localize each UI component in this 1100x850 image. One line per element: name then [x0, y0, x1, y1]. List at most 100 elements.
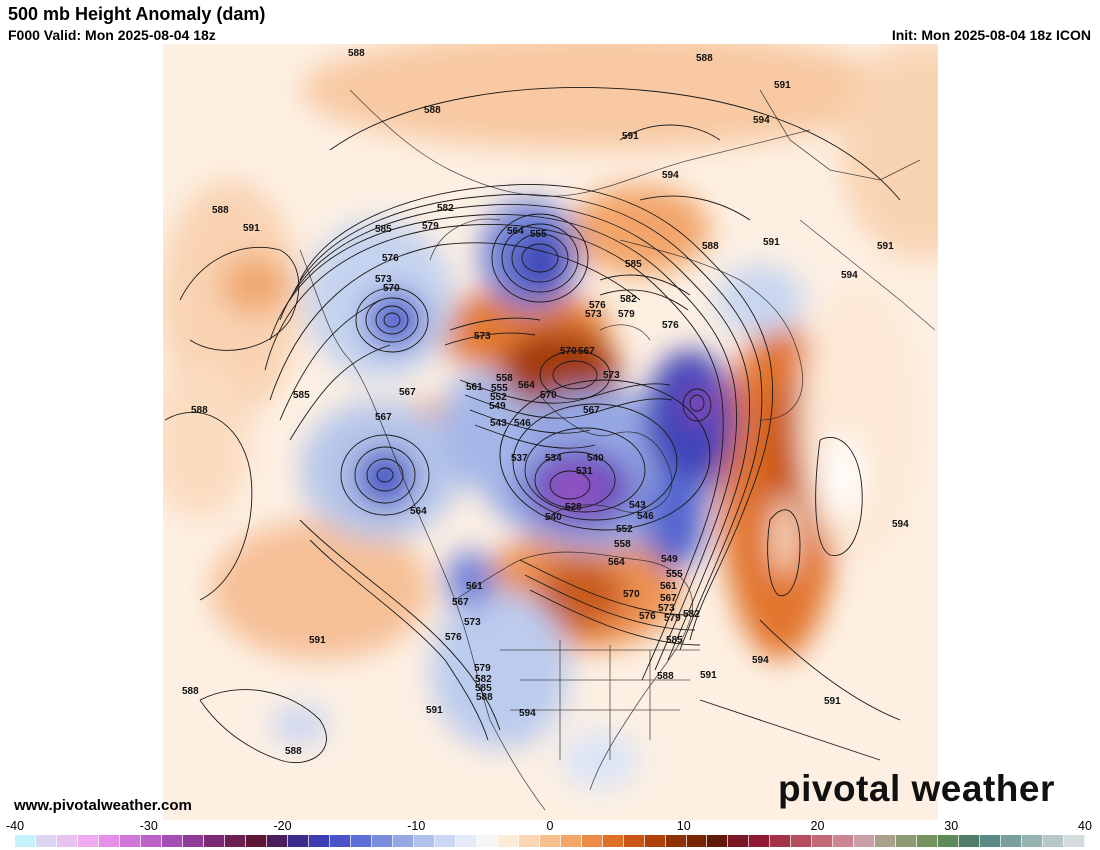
colorbar-tick-label: 40	[1078, 819, 1092, 833]
colorbar-swatch	[749, 835, 771, 847]
contour-label: 582	[437, 203, 454, 214]
contour-label: 564	[507, 226, 524, 237]
colorbar-swatch	[98, 835, 120, 847]
contour-label: 588	[285, 746, 302, 757]
contour-label: 576	[445, 632, 462, 643]
contour-label: 573	[585, 309, 602, 320]
contour-label: 576	[662, 320, 679, 331]
contour-label: 594	[662, 170, 679, 181]
contour-label: 543	[629, 500, 646, 511]
contour-label: 567	[399, 387, 416, 398]
colorbar-swatch	[182, 835, 204, 847]
contour-label: 573	[474, 331, 491, 342]
contour-label: 579	[664, 613, 681, 624]
contour-label: 591	[426, 705, 443, 716]
colorbar-tick-label: -30	[139, 819, 158, 833]
colorbar-tick-label: 0	[546, 819, 554, 833]
contour-label: 594	[752, 655, 769, 666]
colorbar-swatch	[161, 835, 183, 847]
colorbar-swatch	[581, 835, 603, 847]
brand-logo: pivotal weather	[778, 768, 1055, 809]
contour-label: 573	[603, 370, 620, 381]
contour-label: 579	[618, 309, 635, 320]
colorbar-swatch	[203, 835, 225, 847]
contour-label: 537	[511, 453, 528, 464]
colorbar-swatch	[266, 835, 288, 847]
website-url[interactable]: www.pivotalweather.com	[14, 797, 192, 814]
contour-label: 591	[877, 241, 894, 252]
colorbar-tick-label: 10	[676, 819, 691, 833]
contour-label: 576	[639, 611, 656, 622]
contour-label: 573	[658, 603, 675, 614]
contour-label: 591	[309, 635, 326, 646]
colorbar-swatch	[35, 835, 57, 847]
contour-label: 558	[614, 539, 631, 550]
contour-label: 585	[375, 224, 392, 235]
contour-label: 585	[666, 635, 683, 646]
contour-label: 582	[683, 609, 700, 620]
contour-label: 594	[841, 270, 858, 281]
contour-label: 528	[565, 502, 582, 513]
colorbar-tick-label: -10	[407, 819, 426, 833]
colorbar-swatch	[350, 835, 372, 847]
colorbar-tick-label: -20	[273, 819, 292, 833]
colorbar-swatch	[644, 835, 666, 847]
contour-label: 567	[578, 346, 595, 357]
contour-label: 588	[424, 105, 441, 116]
contour-label: 591	[824, 696, 841, 707]
contour-label: 567	[452, 597, 469, 608]
colorbar-swatch	[1064, 835, 1086, 847]
contour-label: 570	[560, 346, 577, 357]
colorbar-swatch	[896, 835, 918, 847]
contour-label: 576	[382, 253, 399, 264]
contour-label: 564	[410, 506, 427, 517]
colorbar-swatch	[854, 835, 876, 847]
colorbar-swatch	[707, 835, 729, 847]
contour-label: 573	[375, 274, 392, 285]
contour-label: 543	[490, 418, 507, 429]
colorbar-swatch	[287, 835, 309, 847]
colorbar-swatch	[980, 835, 1002, 847]
contour-label: 585	[625, 259, 642, 270]
contour-label: 552	[490, 392, 507, 403]
colorbar-swatch	[539, 835, 561, 847]
colorbar-swatch	[1022, 835, 1044, 847]
contour-label: 546	[514, 418, 531, 429]
colorbar-swatch	[665, 835, 687, 847]
init-time: Init: Mon 2025-08-04 18z ICON	[891, 27, 1091, 43]
contour-label: 591	[243, 223, 260, 234]
contour-label: 549	[661, 554, 678, 565]
contour-label: 561	[660, 581, 677, 592]
contour-label: 573	[464, 617, 481, 628]
contour-label: 582	[620, 294, 637, 305]
colorbar-ticks: -40 -30 -20 -10 0 10 20 30 40	[6, 819, 1092, 833]
contour-label: 570	[383, 283, 400, 294]
colorbar-swatch	[938, 835, 960, 847]
contour-label: 549	[489, 401, 506, 412]
contour-label: 555	[530, 229, 547, 240]
colorbar-swatch	[455, 835, 477, 847]
colorbar-swatch	[1043, 835, 1065, 847]
contour-label: 540	[545, 512, 562, 523]
colorbar-swatch	[308, 835, 330, 847]
contour-label: 540	[587, 453, 604, 464]
colorbar-swatch	[833, 835, 855, 847]
map-title: 500 mb Height Anomaly (dam)	[8, 4, 266, 24]
contour-label: 534	[545, 453, 562, 464]
colorbar-swatch	[140, 835, 162, 847]
colorbar-swatch	[56, 835, 78, 847]
colorbar-swatch	[371, 835, 393, 847]
colorbar-tick-label: 20	[810, 819, 825, 833]
contour-label: 591	[774, 80, 791, 91]
colorbar-swatch	[413, 835, 435, 847]
contour-label: 585	[475, 683, 492, 694]
height-anomaly-map: 588 591 588 591 594 588 591 588 594 582 …	[163, 44, 938, 820]
colorbar-swatch	[728, 835, 750, 847]
colorbar-swatch	[518, 835, 540, 847]
contour-label: 588	[212, 205, 229, 216]
colorbar-swatch	[77, 835, 99, 847]
colorbar-swatch	[15, 835, 36, 847]
colorbar	[15, 835, 1086, 847]
contour-label: 588	[191, 405, 208, 416]
colorbar-swatch	[119, 835, 141, 847]
